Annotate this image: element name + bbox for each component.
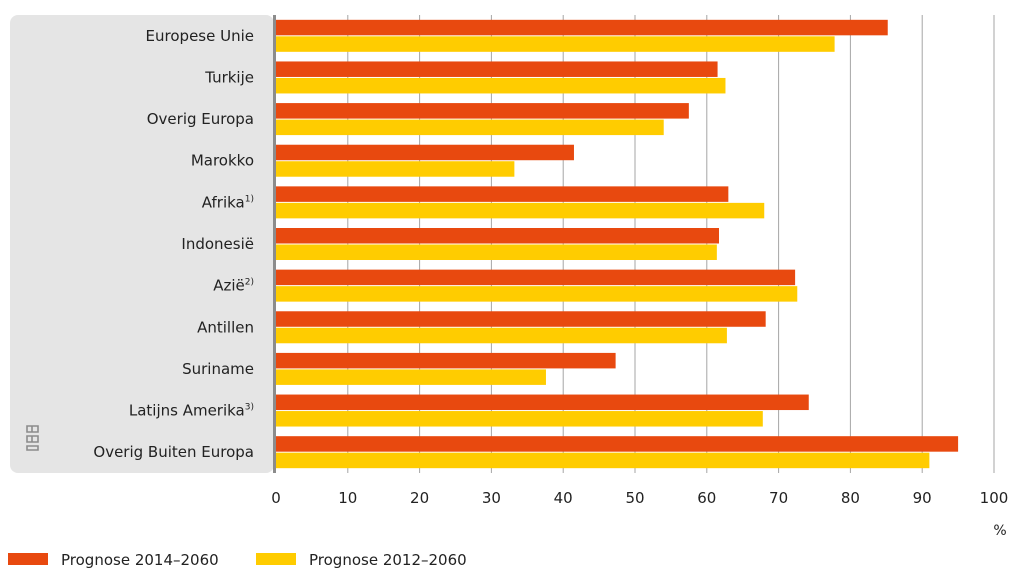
- category-labels: Europese Unie Turkije Overig Europa Marokko…: [93, 27, 254, 461]
- bar-prognose-2012: [276, 36, 835, 52]
- bar-prognose-2012: [276, 369, 546, 385]
- bar-prognose-2014: [276, 436, 959, 452]
- category-label: Suriname: [182, 360, 254, 378]
- category-label: Azië2): [213, 277, 254, 295]
- x-tick-label: 100: [980, 489, 1009, 507]
- category-label: Overig Buiten Europa: [93, 443, 254, 461]
- bar-prognose-2012: [276, 202, 765, 219]
- legend-swatch: [256, 553, 296, 565]
- bars: [276, 19, 959, 469]
- bar-prognose-2014: [276, 228, 720, 244]
- legend: Prognose 2014–2060 Prognose 2012–2060: [8, 551, 467, 569]
- bar-prognose-2014: [276, 352, 616, 369]
- x-tick-label: 0: [271, 489, 281, 507]
- bar-prognose-2012: [276, 286, 798, 302]
- legend-label: Prognose 2012–2060: [309, 551, 467, 569]
- x-tick-label: 60: [697, 489, 716, 507]
- x-tick-label: 40: [554, 489, 573, 507]
- bar-prognose-2014: [276, 269, 796, 286]
- x-tick-label: 50: [625, 489, 644, 507]
- bar-prognose-2014: [276, 103, 689, 119]
- x-tick-label: 30: [482, 489, 501, 507]
- bar-prognose-2012: [276, 161, 515, 177]
- x-tick-labels: 0 10 20 30 40 50 60 70 80 90 100: [271, 489, 1008, 507]
- x-tick-label: 80: [841, 489, 860, 507]
- bar-prognose-2012: [276, 411, 763, 427]
- bar-prognose-2014: [276, 394, 809, 411]
- category-panel: [10, 15, 274, 473]
- category-label: Marokko: [191, 152, 254, 170]
- category-label: Afrika1): [202, 193, 254, 211]
- x-tick-label: 20: [410, 489, 429, 507]
- bar-prognose-2014: [276, 61, 718, 77]
- bar-prognose-2014: [276, 19, 888, 36]
- cbs-logo-icon: [26, 425, 39, 451]
- bar-prognose-2012: [276, 119, 664, 136]
- x-tick-label: 10: [338, 489, 357, 507]
- bar-prognose-2014: [276, 144, 574, 161]
- bar-prognose-2014: [276, 311, 766, 327]
- category-label: Antillen: [197, 318, 254, 336]
- x-tick-label: 90: [913, 489, 932, 507]
- category-label: Overig Europa: [147, 110, 254, 128]
- x-unit-label: %: [993, 523, 1006, 539]
- legend-swatch: [8, 553, 48, 565]
- category-label: Indonesië: [181, 235, 254, 253]
- category-label: Turkije: [204, 68, 254, 86]
- x-tick-label: 70: [769, 489, 788, 507]
- category-label: Europese Unie: [146, 27, 254, 45]
- bar-prognose-2012: [276, 244, 717, 260]
- bar-prognose-2014: [276, 186, 729, 202]
- bar-prognose-2012: [276, 452, 930, 469]
- category-label: Latijns Amerika3): [129, 402, 254, 420]
- legend-label: Prognose 2014–2060: [61, 551, 219, 569]
- bar-prognose-2012: [276, 327, 727, 344]
- bar-prognose-2012: [276, 77, 726, 94]
